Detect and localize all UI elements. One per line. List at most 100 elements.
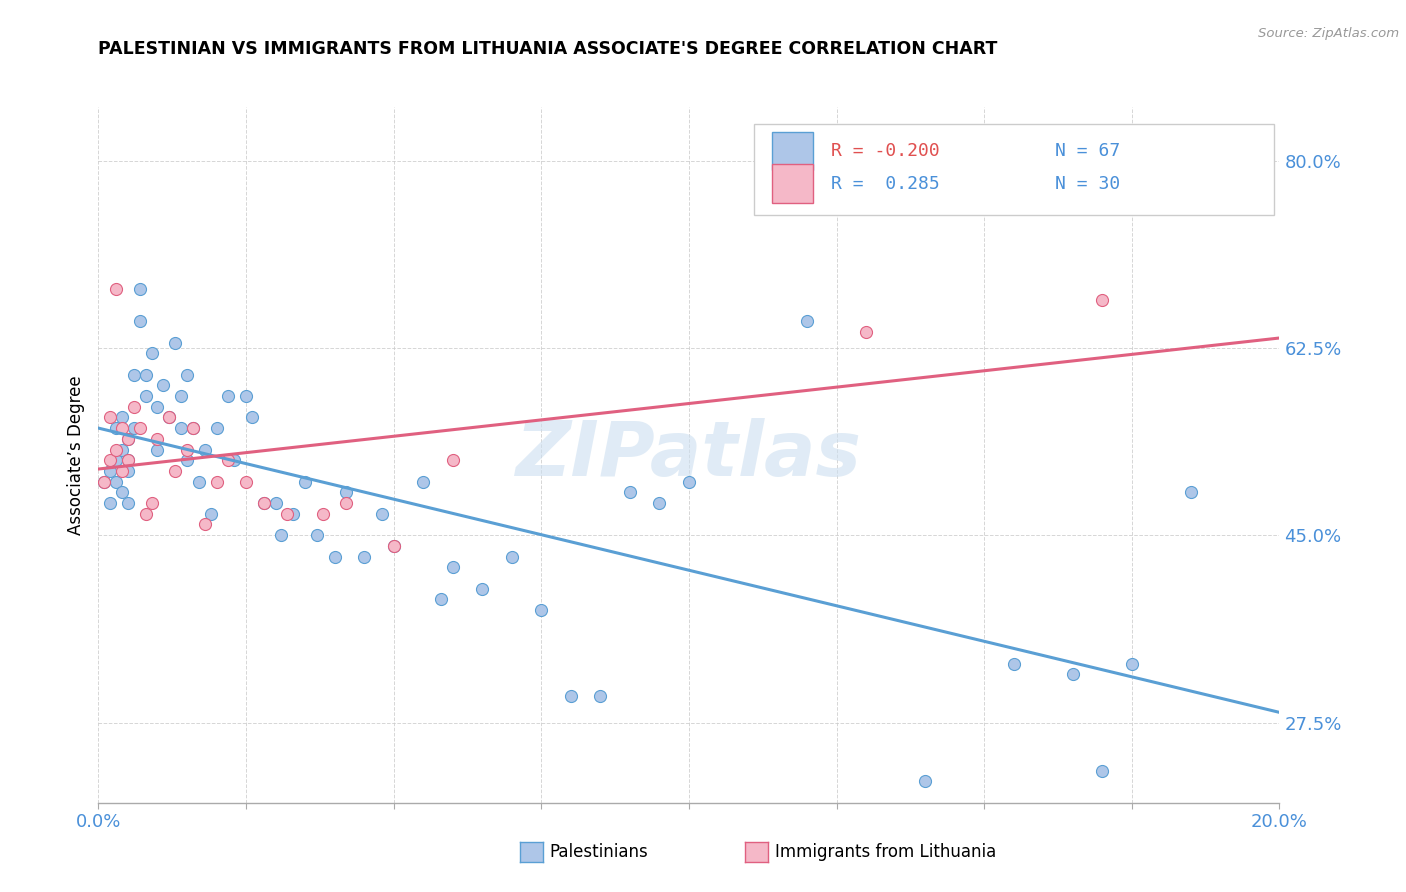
Point <box>382 539 405 553</box>
Point <box>283 507 305 521</box>
Point <box>98 410 121 425</box>
Point <box>371 507 394 521</box>
Point <box>1121 657 1143 671</box>
Point <box>264 496 287 510</box>
FancyBboxPatch shape <box>772 132 813 170</box>
Point <box>146 432 169 446</box>
Point <box>117 464 139 478</box>
Point <box>217 453 239 467</box>
Point <box>157 410 180 425</box>
Point <box>111 410 134 425</box>
Point <box>312 507 335 521</box>
Point <box>619 485 641 500</box>
Point <box>93 475 115 489</box>
Y-axis label: Associate’s Degree: Associate’s Degree <box>66 376 84 534</box>
Point <box>441 560 464 574</box>
Text: N = 67: N = 67 <box>1054 142 1121 160</box>
Point <box>235 475 257 489</box>
Point <box>122 368 145 382</box>
Point <box>122 421 145 435</box>
Text: N = 30: N = 30 <box>1054 175 1121 193</box>
Point <box>205 421 228 435</box>
Point <box>353 549 375 564</box>
Point <box>111 464 134 478</box>
Point <box>135 507 157 521</box>
Point <box>105 282 128 296</box>
Point <box>181 421 204 435</box>
Point <box>560 689 582 703</box>
Point <box>165 335 187 350</box>
Point <box>224 453 246 467</box>
Point <box>530 603 553 617</box>
Point <box>157 410 180 425</box>
Point <box>105 421 128 435</box>
Point <box>335 485 357 500</box>
Point <box>187 475 209 489</box>
Point <box>648 496 671 510</box>
Text: R =  0.285: R = 0.285 <box>831 175 939 193</box>
Point <box>146 442 169 457</box>
Point <box>1091 764 1114 778</box>
Point <box>200 507 222 521</box>
Point <box>335 496 357 510</box>
Point <box>441 453 464 467</box>
Point <box>323 549 346 564</box>
Point <box>194 517 217 532</box>
Point <box>1091 293 1114 307</box>
Point <box>128 282 150 296</box>
Point <box>1062 667 1084 681</box>
Text: ZIPatlas: ZIPatlas <box>516 418 862 491</box>
Point <box>678 475 700 489</box>
Point <box>412 475 434 489</box>
Point <box>117 496 139 510</box>
Point <box>117 432 139 446</box>
Point <box>128 314 150 328</box>
Point <box>165 464 187 478</box>
Point <box>589 689 612 703</box>
Point <box>217 389 239 403</box>
Point <box>253 496 276 510</box>
Point <box>501 549 523 564</box>
Point <box>270 528 292 542</box>
Point <box>294 475 316 489</box>
Point <box>914 774 936 789</box>
Point <box>111 485 134 500</box>
Point <box>117 453 139 467</box>
Point <box>128 421 150 435</box>
Point <box>152 378 174 392</box>
Point <box>235 389 257 403</box>
Point <box>194 442 217 457</box>
Text: PALESTINIAN VS IMMIGRANTS FROM LITHUANIA ASSOCIATE'S DEGREE CORRELATION CHART: PALESTINIAN VS IMMIGRANTS FROM LITHUANIA… <box>98 40 998 58</box>
FancyBboxPatch shape <box>772 164 813 202</box>
Point <box>135 368 157 382</box>
Point <box>93 475 115 489</box>
Point <box>111 421 134 435</box>
Point <box>105 442 128 457</box>
Point <box>117 432 139 446</box>
Point <box>170 389 193 403</box>
Point <box>105 475 128 489</box>
FancyBboxPatch shape <box>754 124 1274 215</box>
Point <box>98 496 121 510</box>
Point <box>135 389 157 403</box>
Text: Palestinians: Palestinians <box>550 843 648 861</box>
Point <box>105 453 128 467</box>
Text: R = -0.200: R = -0.200 <box>831 142 939 160</box>
Point <box>253 496 276 510</box>
Point <box>176 368 198 382</box>
Point <box>98 464 121 478</box>
Point <box>111 442 134 457</box>
Point <box>170 421 193 435</box>
Text: Immigrants from Lithuania: Immigrants from Lithuania <box>775 843 995 861</box>
Point <box>98 453 121 467</box>
Point <box>382 539 405 553</box>
Point <box>205 475 228 489</box>
Point <box>796 314 818 328</box>
Point <box>141 496 163 510</box>
Point <box>181 421 204 435</box>
Point <box>176 453 198 467</box>
Point <box>471 582 494 596</box>
Point <box>146 400 169 414</box>
Point <box>117 453 139 467</box>
Point <box>305 528 328 542</box>
